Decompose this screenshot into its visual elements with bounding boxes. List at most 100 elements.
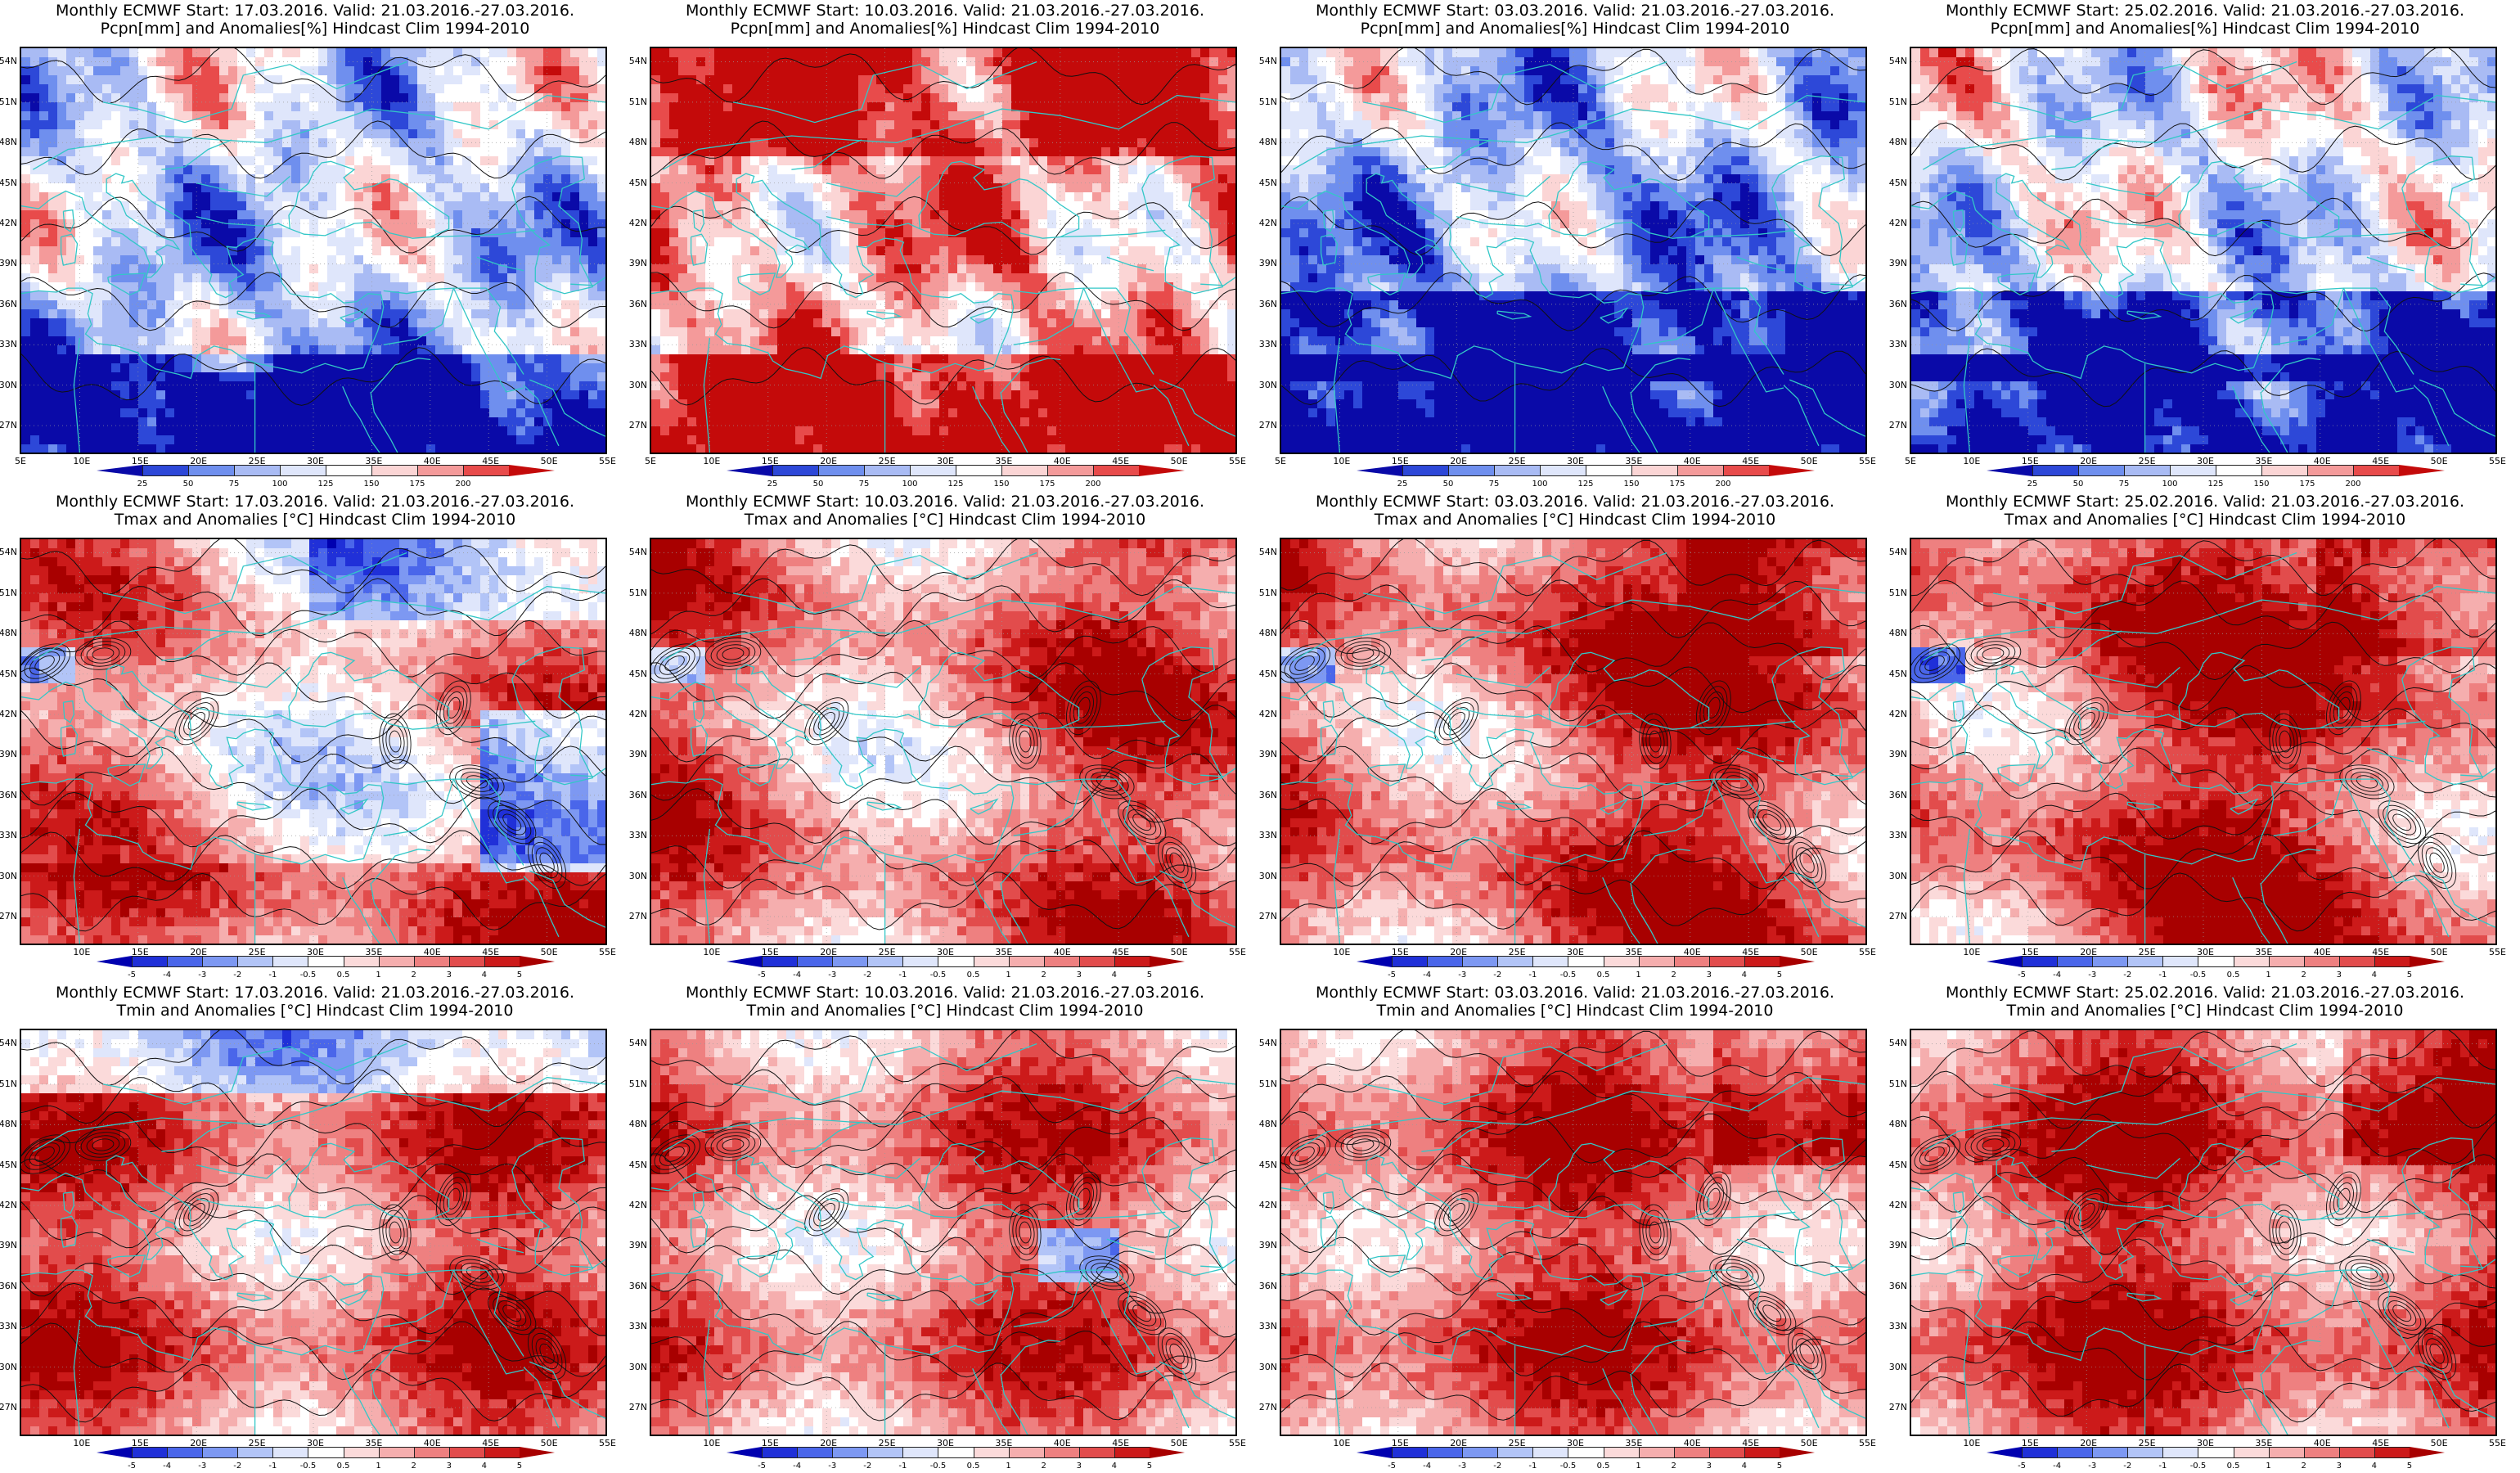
latitude-tick-label: 54N (626, 547, 647, 557)
colorbar-segment (202, 956, 239, 967)
panel-title: Monthly ECMWF Start: 03.03.2016. Valid: … (1260, 493, 1890, 511)
colorbar-tick-label: 0.5 (337, 971, 350, 980)
climatology-contours (1281, 539, 1865, 930)
latitude-tick-label: 51N (0, 97, 17, 107)
longitude-tick-label: 25E (2139, 1438, 2156, 1448)
panel-subtitle: Tmax and Anomalies [°C] Hindcast Clim 19… (1260, 511, 1890, 529)
longitude-tick-label: 50E (541, 947, 558, 957)
latitude-tick-label: 42N (1886, 1200, 1907, 1210)
colorbar-tick-label: 100 (1532, 480, 1547, 489)
colorbar-tick-label: 0.5 (337, 1462, 350, 1471)
latitude-tick-label: 27N (1256, 911, 1277, 921)
latitude-tick-label: 30N (1256, 871, 1277, 881)
map-panel-tmin-4: Monthly ECMWF Start: 25.02.2016. Valid: … (1889, 982, 2520, 1473)
latitude-tick-label: 42N (1256, 1200, 1277, 1210)
colorbar-segment (413, 1447, 450, 1458)
colorbar-tick-label: -2 (233, 1462, 241, 1471)
anomaly-shading (651, 48, 1235, 453)
colorbar-segment (272, 1447, 309, 1458)
latitude-tick-label: 45N (1256, 669, 1277, 679)
latitude-tick-label: 36N (1256, 299, 1277, 309)
latitude-tick-label: 27N (0, 420, 17, 430)
longitude-tick-label: 35E (365, 947, 382, 957)
colorbar-segment (1568, 1447, 1604, 1458)
colorbar-tick-label: -1 (1528, 971, 1537, 980)
longitude-tick-label: 30E (307, 456, 324, 466)
longitude-tick-label: 15E (1392, 1438, 1409, 1448)
panel-subtitle: Tmin and Anomalies [°C] Hindcast Clim 19… (0, 1002, 630, 1020)
colorbar-tick-label: 100 (272, 480, 287, 489)
anomaly-map (1280, 1029, 1867, 1436)
map-panel-tmax-3: Monthly ECMWF Start: 03.03.2016. Valid: … (1259, 491, 1890, 982)
colorbar-segment (308, 956, 344, 967)
latitude-tick-label: 42N (1886, 709, 1907, 719)
colorbar-tick-label: 125 (947, 480, 963, 489)
latitude-tick-label: 42N (1886, 218, 1907, 228)
map-panel-precip-4: Monthly ECMWF Start: 25.02.2016. Valid: … (1889, 0, 2520, 491)
climatology-contours (21, 1030, 605, 1423)
colorbar-segment (2261, 465, 2308, 476)
longitude-tick-label: 25E (1509, 947, 1526, 957)
colorbar-tick-label: 2 (1672, 1462, 1676, 1471)
colorbar-segment (1462, 956, 1499, 967)
latitude-tick-label: 30N (626, 871, 647, 881)
latitude-tick-label: 54N (1886, 1038, 1907, 1048)
latitude-tick-label: 48N (1256, 137, 1277, 147)
colorbar-tick-label: -3 (828, 971, 836, 980)
colorbar-min-arrow (1357, 1447, 1392, 1458)
colorbar: -5 -4 -3 -2 -1 -0.5 0.5 1 2 3 4 5 (1357, 1447, 1815, 1471)
latitude-tick-label: 51N (626, 1079, 647, 1089)
anomaly-shading (651, 1030, 1235, 1435)
latitude-tick-label: 36N (626, 790, 647, 800)
colorbar-tick-label: 100 (2162, 480, 2177, 489)
latitude-tick-label: 48N (626, 137, 647, 147)
longitude-tick-label: 45E (2372, 456, 2389, 466)
longitude-tick-label: 10E (1963, 1438, 1980, 1448)
map-panel-tmin-2: Monthly ECMWF Start: 10.03.2016. Valid: … (629, 982, 1260, 1473)
colorbar-tick-label: 4 (1742, 1462, 1747, 1471)
colorbar-segment (864, 465, 911, 476)
latitude-tick-label: 54N (1256, 56, 1277, 66)
colorbar-tick-label: -2 (2123, 971, 2131, 980)
longitude-tick-label: 10E (1333, 947, 1350, 957)
colorbar-max-arrow (519, 1447, 555, 1458)
graticule (651, 48, 1235, 453)
latitude-tick-label: 51N (626, 97, 647, 107)
longitude-tick-label: 30E (307, 1438, 324, 1448)
colorbar-segment (1462, 1447, 1499, 1458)
latitude-tick-label: 39N (1886, 258, 1907, 268)
longitude-tick-label: 20E (820, 1438, 837, 1448)
colorbar-tick-label: 0.5 (967, 1462, 980, 1471)
colorbar-tick-label: 175 (1039, 480, 1055, 489)
colorbar: -5 -4 -3 -2 -1 -0.5 0.5 1 2 3 4 5 (727, 956, 1185, 980)
longitude-tick-label: 15E (2022, 947, 2039, 957)
panel-subtitle: Tmin and Anomalies [°C] Hindcast Clim 19… (1260, 1002, 1890, 1020)
colorbar-segment (1392, 1447, 1429, 1458)
longitude-tick-label: 35E (2255, 947, 2272, 957)
latitude-tick-label: 45N (626, 178, 647, 188)
colorbar-max-arrow (1769, 465, 1815, 476)
colorbar-tick-label: 75 (1489, 480, 1500, 489)
colorbar-segment (1001, 465, 1048, 476)
climatology-contours (1281, 1030, 1865, 1421)
colorbar-tick-label: 5 (517, 1462, 522, 1471)
latitude-tick-label: 48N (1886, 137, 1907, 147)
colorbar-tick-label: 2 (1672, 971, 1676, 980)
colorbar-segment (2353, 465, 2400, 476)
colorbar-max-arrow (519, 956, 555, 967)
colorbar-tick-label: -2 (863, 971, 871, 980)
map-canvas (21, 48, 605, 453)
colorbar-min-arrow (1357, 956, 1392, 967)
colorbar-tick-label: -3 (1458, 971, 1466, 980)
colorbar-tick-label: 25 (2027, 480, 2038, 489)
longitude-tick-label: 35E (365, 456, 382, 466)
latitude-tick-label: 48N (1886, 1119, 1907, 1129)
longitude-tick-label: 25E (2139, 947, 2156, 957)
colorbar-min-arrow (97, 1447, 132, 1458)
latitude-tick-label: 42N (0, 218, 17, 228)
colorbar-segment (1603, 956, 1640, 967)
longitude-tick-label: 55E (1229, 947, 1246, 957)
colorbar-segment (973, 956, 1010, 967)
latitude-tick-label: 27N (0, 911, 17, 921)
colorbar-segment (902, 956, 939, 967)
